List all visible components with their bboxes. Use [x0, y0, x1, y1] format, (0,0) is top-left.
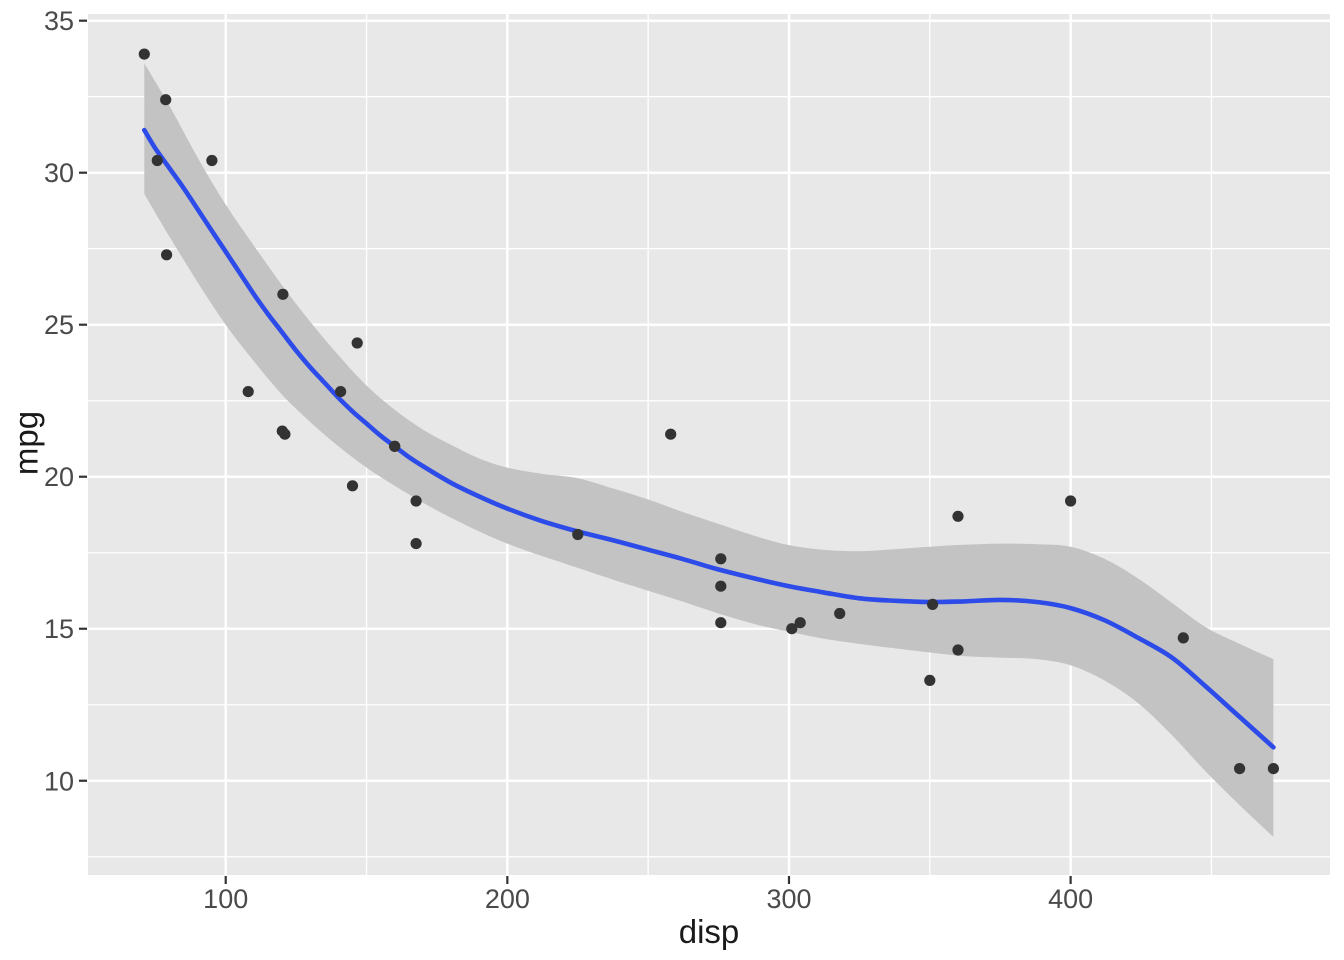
y-tick-label: 30 — [44, 158, 74, 188]
data-point — [206, 154, 218, 167]
x-tick-label: 400 — [1048, 884, 1093, 914]
data-point — [572, 528, 584, 541]
data-point — [346, 480, 359, 492]
data-point — [1234, 763, 1246, 775]
y-tick-label: 20 — [44, 462, 74, 492]
y-axis-title: mpg — [7, 410, 45, 476]
data-point — [1267, 763, 1279, 775]
data-point — [410, 538, 422, 550]
data-point — [351, 337, 363, 349]
data-point — [794, 617, 806, 629]
x-axis-title: disp — [678, 913, 740, 950]
data-point — [410, 495, 422, 507]
data-point — [952, 510, 964, 522]
data-point — [389, 440, 401, 452]
data-point — [715, 580, 727, 592]
y-tick-label: 35 — [44, 6, 74, 36]
data-point — [279, 428, 291, 440]
data-point — [952, 644, 964, 656]
confidence-band — [144, 63, 1274, 838]
data-point — [1065, 495, 1077, 507]
x-tick-label: 200 — [485, 884, 530, 914]
y-tick-label: 25 — [44, 310, 74, 340]
data-point — [277, 288, 289, 300]
y-tick-label: 10 — [44, 766, 74, 796]
data-point — [335, 386, 347, 398]
data-point — [786, 623, 798, 635]
data-point — [242, 386, 254, 398]
x-tick-label: 100 — [203, 884, 248, 914]
data-point — [927, 598, 939, 611]
data-point — [161, 249, 173, 261]
loess-smooth-line — [142, 127, 1276, 750]
data-point — [160, 94, 172, 106]
panel-background — [88, 14, 1330, 875]
data-point — [665, 428, 677, 440]
data-point — [715, 617, 727, 629]
data-point — [151, 154, 163, 167]
x-tick-label: 300 — [766, 884, 811, 914]
data-point — [1177, 632, 1189, 644]
data-point — [924, 674, 936, 687]
data-point — [138, 48, 150, 60]
data-point — [834, 607, 846, 620]
data-point — [715, 553, 727, 565]
y-tick-label: 15 — [44, 614, 74, 644]
